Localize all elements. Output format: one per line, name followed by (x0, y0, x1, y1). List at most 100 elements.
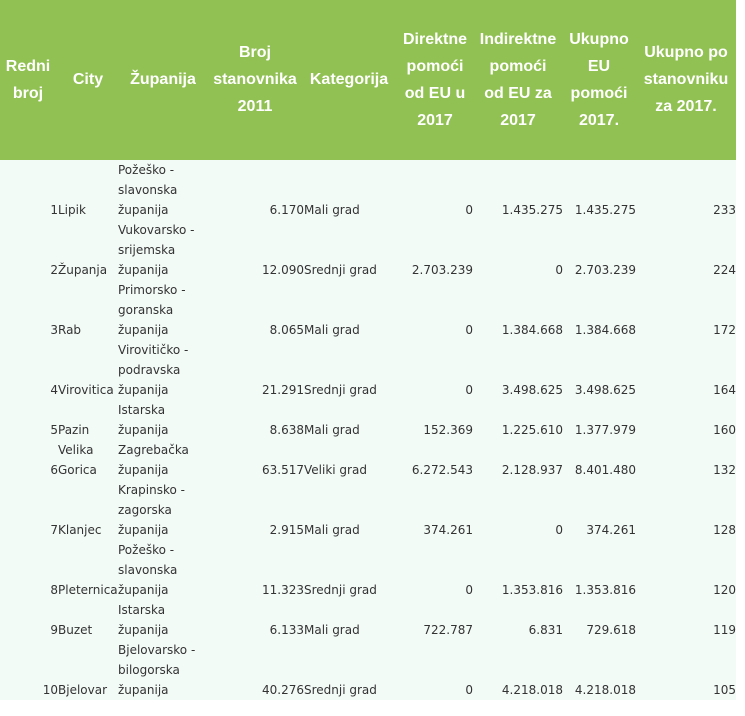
cell-city: Velika Gorica (58, 443, 97, 477)
cell-direct: 2.703.239 (411, 263, 473, 277)
cell-rank: 8 (50, 583, 58, 597)
cell-total: 4.218.018 (574, 683, 636, 697)
header-county: Županija (130, 71, 196, 88)
cell-per-capita: 172 (713, 323, 736, 337)
cell-county: Požeško - slavonska županija (118, 543, 178, 597)
cell-direct: 374.261 (423, 523, 473, 537)
cell-category: Srednji grad (304, 583, 377, 597)
cell-total: 3.498.625 (574, 383, 636, 397)
cell-city: Pazin (58, 423, 90, 437)
cell-direct: 722.787 (423, 623, 473, 637)
cell-per-capita: 105 (713, 683, 736, 697)
cell-rank: 1 (50, 203, 58, 217)
cell-total: 729.618 (586, 623, 636, 637)
cell-total: 1.384.668 (574, 323, 636, 337)
table-row: 4 Virovitica Virovitičko - podravska župan… (0, 340, 736, 400)
header-indirect: Indirektne pomoći od EU za 2017 (479, 31, 557, 129)
cell-direct: 0 (465, 203, 473, 217)
cell-city: Pleternica (58, 583, 118, 597)
cell-category: Mali grad (304, 623, 360, 637)
header-rank: Redni broj (5, 58, 51, 102)
cell-per-capita: 164 (713, 383, 736, 397)
cell-per-capita: 120 (713, 583, 736, 597)
cell-rank: 2 (50, 263, 58, 277)
cell-county: Krapinsko - zagorska županija (118, 483, 185, 537)
table-body: 1 Lipik Požeško - slavonska županija 6.170 M… (0, 160, 736, 700)
cell-indirect: 1.225.610 (501, 423, 563, 437)
cell-rank: 3 (50, 323, 58, 337)
table-row: 5 Pazin Istarska županija 8.638 Mali grad 152… (0, 400, 736, 440)
cell-county: Primorsko - goranska županija (118, 283, 186, 337)
cell-city: Virovitica (58, 383, 114, 397)
table-header: Redni broj City Županija Broj stanovnika… (0, 0, 736, 160)
cell-direct: 0 (465, 323, 473, 337)
cell-city: Lipik (58, 203, 86, 217)
cell-county: Bjelovarsko - bilogorska županija (118, 643, 196, 697)
table-row: 10 Bjelovar Bjelovarsko - bilogorska župan… (0, 640, 736, 700)
cell-category: Srednji grad (304, 383, 377, 397)
cell-rank: 5 (50, 423, 58, 437)
table-row: 8 Pleternica Požeško - slavonska županija 1… (0, 540, 736, 600)
cell-population: 8.065 (269, 323, 304, 337)
cell-category: Mali grad (304, 323, 360, 337)
cell-direct: 152.369 (423, 423, 473, 437)
cell-indirect: 1.384.668 (501, 323, 563, 337)
cell-rank: 6 (50, 463, 58, 477)
cell-population: 63.517 (262, 463, 304, 477)
table-row: 7 Klanjec Krapinsko - zagorska županija 2.9… (0, 480, 736, 540)
header-city: City (72, 71, 104, 88)
cell-category: Srednji grad (304, 683, 377, 697)
cell-county: Istarska županija (118, 403, 169, 437)
cell-rank: 7 (50, 523, 58, 537)
cell-population: 8.638 (269, 423, 304, 437)
header-population: Broj stanovnika 2011 (213, 44, 297, 115)
cell-category: Veliki grad (304, 463, 367, 477)
cell-per-capita: 233 (713, 203, 736, 217)
cell-indirect: 2.128.937 (501, 463, 563, 477)
cell-indirect: 3.498.625 (501, 383, 563, 397)
cell-per-capita: 128 (713, 523, 736, 537)
cell-county: Zagrebačka županija (118, 443, 189, 477)
header-direct: Direktne pomoći od EU u 2017 (402, 31, 468, 129)
cell-city: Klanjec (58, 523, 102, 537)
cell-per-capita: 119 (713, 623, 736, 637)
cell-category: Mali grad (304, 523, 360, 537)
cell-population: 21.291 (262, 383, 304, 397)
cell-indirect: 0 (555, 523, 563, 537)
cell-total: 1.353.816 (574, 583, 636, 597)
cell-category: Mali grad (304, 423, 360, 437)
cell-total: 2.703.239 (574, 263, 636, 277)
table-row: 9 Buzet Istarska županija 6.133 Mali grad 722… (0, 600, 736, 640)
cell-indirect: 4.218.018 (501, 683, 563, 697)
cell-total: 8.401.480 (574, 463, 636, 477)
cell-indirect: 1.435.275 (501, 203, 563, 217)
cell-city: Rab (58, 323, 82, 337)
header-per-capita: Ukupno po stanovniku za 2017. (643, 44, 729, 115)
cell-population: 2.915 (269, 523, 304, 537)
cell-direct: 0 (465, 383, 473, 397)
cell-indirect: 0 (555, 263, 563, 277)
cell-city: Županja (58, 263, 108, 277)
cell-total: 1.435.275 (574, 203, 636, 217)
cell-per-capita: 160 (713, 423, 736, 437)
cell-rank: 10 (42, 683, 58, 697)
cell-county: Virovitičko - podravska županija (118, 343, 189, 397)
table-row: 6 Velika Gorica Zagrebačka županija 63.517 V… (0, 440, 736, 480)
header-category: Kategorija (309, 71, 389, 88)
cell-rank: 4 (50, 383, 58, 397)
cell-city: Bjelovar (58, 683, 108, 697)
cell-population: 11.323 (262, 583, 304, 597)
cell-county: Požeško - slavonska županija (118, 163, 178, 217)
table-row: 3 Rab Primorsko - goranska županija 8.065 Ma… (0, 280, 736, 340)
header-total: Ukupno EU pomoći 2017. (569, 31, 629, 129)
table-row: 2 Županja Vukovarsko - srijemska županija 1… (0, 220, 736, 280)
cell-per-capita: 132 (713, 463, 736, 477)
cell-population: 12.090 (262, 263, 304, 277)
table-row: 1 Lipik Požeško - slavonska županija 6.170 M… (0, 160, 736, 220)
cell-direct: 0 (465, 683, 473, 697)
cell-indirect: 6.831 (528, 623, 563, 637)
cell-per-capita: 224 (713, 263, 736, 277)
cell-direct: 0 (465, 583, 473, 597)
cell-direct: 6.272.543 (411, 463, 473, 477)
